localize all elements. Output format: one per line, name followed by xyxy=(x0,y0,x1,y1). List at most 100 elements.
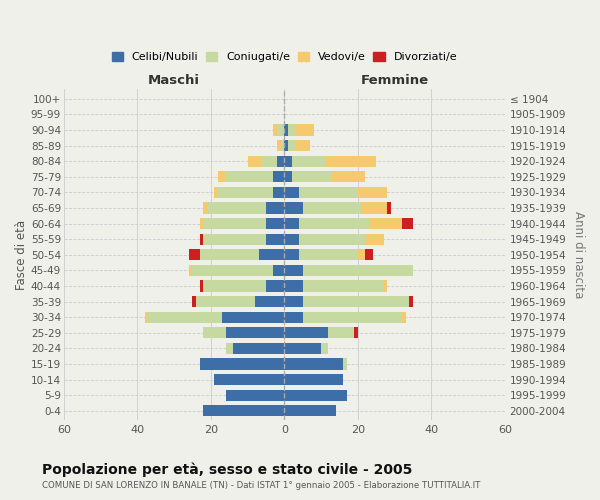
Bar xyxy=(409,296,413,307)
Text: COMUNE DI SAN LORENZO IN BANALE (TN) - Dati ISTAT 1° gennaio 2005 - Elaborazione: COMUNE DI SAN LORENZO IN BANALE (TN) - D… xyxy=(42,481,481,490)
Bar xyxy=(273,265,284,276)
Bar xyxy=(284,140,288,151)
Y-axis label: Anni di nascita: Anni di nascita xyxy=(572,211,585,298)
Bar xyxy=(281,140,284,151)
Bar xyxy=(255,296,284,307)
Bar xyxy=(299,187,358,198)
Bar xyxy=(302,202,361,213)
Bar xyxy=(218,187,273,198)
Bar xyxy=(266,234,284,245)
Bar xyxy=(284,187,299,198)
Bar xyxy=(284,358,343,370)
Bar xyxy=(302,280,383,291)
Bar xyxy=(203,234,266,245)
Y-axis label: Fasce di età: Fasce di età xyxy=(15,220,28,290)
Bar xyxy=(273,187,284,198)
Bar xyxy=(226,171,273,182)
Bar xyxy=(284,202,302,213)
Bar xyxy=(354,327,358,338)
Bar xyxy=(302,296,409,307)
Bar xyxy=(277,140,281,151)
Bar xyxy=(284,296,302,307)
Bar xyxy=(284,374,343,385)
Bar xyxy=(299,249,358,260)
Bar xyxy=(226,327,284,338)
Bar xyxy=(284,312,302,323)
Bar xyxy=(383,280,387,291)
Bar xyxy=(284,218,299,229)
Bar xyxy=(248,156,262,167)
Bar xyxy=(302,265,413,276)
Bar xyxy=(200,249,259,260)
Bar xyxy=(148,312,222,323)
Bar xyxy=(365,249,373,260)
Bar xyxy=(203,405,284,416)
Bar xyxy=(288,140,295,151)
Text: Femmine: Femmine xyxy=(361,74,428,87)
Bar xyxy=(266,218,284,229)
Bar xyxy=(214,374,284,385)
Bar xyxy=(284,171,292,182)
Bar xyxy=(284,343,321,354)
Bar xyxy=(214,187,218,198)
Bar xyxy=(203,327,226,338)
Bar xyxy=(299,234,365,245)
Bar xyxy=(200,234,203,245)
Bar xyxy=(328,327,354,338)
Text: Maschi: Maschi xyxy=(148,74,200,87)
Bar xyxy=(284,249,299,260)
Bar xyxy=(284,156,292,167)
Bar xyxy=(325,156,376,167)
Bar xyxy=(226,343,233,354)
Bar xyxy=(387,202,391,213)
Bar xyxy=(284,327,328,338)
Bar xyxy=(284,234,299,245)
Bar xyxy=(358,249,365,260)
Bar xyxy=(292,171,332,182)
Bar xyxy=(284,280,302,291)
Bar xyxy=(284,405,336,416)
Legend: Celibi/Nubili, Coniugati/e, Vedovi/e, Divorziati/e: Celibi/Nubili, Coniugati/e, Vedovi/e, Di… xyxy=(112,52,457,62)
Bar xyxy=(193,265,273,276)
Bar xyxy=(200,218,203,229)
Bar xyxy=(402,312,406,323)
Bar xyxy=(207,202,266,213)
Bar xyxy=(284,390,347,401)
Bar xyxy=(295,124,314,136)
Bar xyxy=(189,265,193,276)
Text: Popolazione per età, sesso e stato civile - 2005: Popolazione per età, sesso e stato civil… xyxy=(42,462,412,477)
Bar xyxy=(266,280,284,291)
Bar xyxy=(369,218,402,229)
Bar xyxy=(262,156,277,167)
Bar xyxy=(266,202,284,213)
Bar xyxy=(292,156,325,167)
Bar xyxy=(284,265,302,276)
Bar xyxy=(200,280,203,291)
Bar xyxy=(203,218,266,229)
Bar xyxy=(332,171,365,182)
Bar xyxy=(273,124,277,136)
Bar xyxy=(299,218,369,229)
Bar xyxy=(273,171,284,182)
Bar xyxy=(284,124,288,136)
Bar xyxy=(218,171,226,182)
Bar xyxy=(203,280,266,291)
Bar xyxy=(288,124,295,136)
Bar xyxy=(200,358,284,370)
Bar xyxy=(295,140,310,151)
Bar xyxy=(277,156,284,167)
Bar xyxy=(226,390,284,401)
Bar xyxy=(145,312,148,323)
Bar xyxy=(233,343,284,354)
Bar xyxy=(402,218,413,229)
Bar xyxy=(321,343,328,354)
Bar xyxy=(193,296,196,307)
Bar xyxy=(203,202,207,213)
Bar xyxy=(189,249,200,260)
Bar xyxy=(277,124,284,136)
Bar xyxy=(196,296,255,307)
Bar xyxy=(302,312,402,323)
Bar xyxy=(365,234,383,245)
Bar xyxy=(222,312,284,323)
Bar xyxy=(259,249,284,260)
